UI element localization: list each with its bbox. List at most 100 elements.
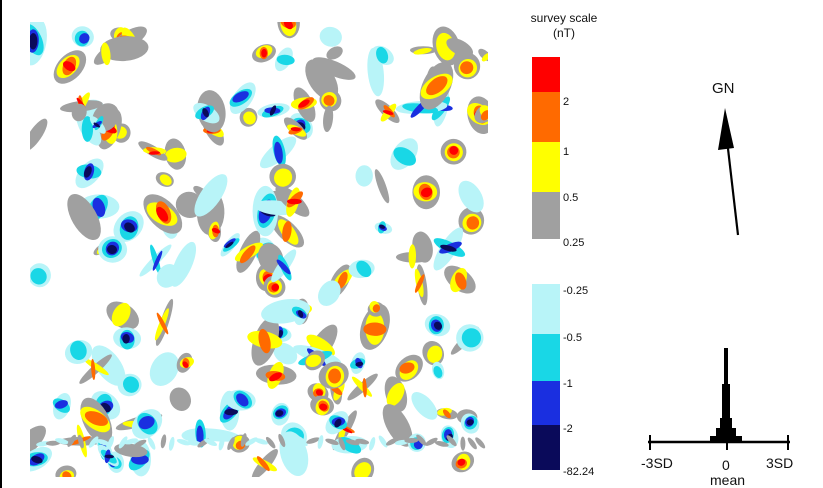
legend-swatch-red [532, 57, 560, 92]
negative-anomaly [30, 33, 38, 50]
positive-anomaly [408, 244, 417, 269]
negative-anomaly [461, 328, 481, 348]
positive-anomaly [63, 61, 76, 72]
noise-band [245, 437, 258, 446]
positive-anomaly [156, 312, 169, 335]
positive-anomaly [101, 42, 111, 66]
positive-anomaly [466, 216, 480, 230]
positive-anomaly [363, 322, 387, 336]
legend-label-0-5: 0.5 [563, 192, 579, 204]
noise-band [168, 436, 175, 451]
positive-anomaly [442, 409, 451, 419]
noise-band [288, 437, 300, 447]
positive-anomaly [362, 378, 367, 398]
positive-anomaly [211, 227, 221, 234]
noise-band [88, 436, 99, 448]
negative-anomaly [355, 361, 364, 367]
positive-anomaly [480, 110, 488, 121]
noise-band [317, 435, 324, 449]
positive-anomaly [427, 345, 443, 363]
noise-band [278, 433, 286, 448]
negative-anomaly [355, 165, 373, 187]
legend-label-neg-0-25: -0.25 [563, 285, 589, 297]
positive-anomaly [83, 358, 109, 376]
positive-anomaly [30, 118, 48, 152]
histogram-bars [710, 348, 742, 442]
noise-band [124, 438, 138, 445]
negative-anomaly [122, 334, 130, 344]
positive-anomaly [426, 76, 448, 96]
positive-anomaly [319, 403, 328, 411]
histogram-label-center: 0 [722, 457, 730, 473]
histogram-chart [648, 348, 790, 450]
positive-anomaly [399, 362, 415, 374]
positive-anomaly [449, 146, 459, 155]
survey-plot [30, 22, 488, 477]
negative-anomaly [156, 264, 180, 288]
negative-anomaly [150, 244, 161, 275]
noise-band [475, 437, 486, 449]
positive-anomaly [374, 169, 390, 204]
negative-anomaly [79, 33, 90, 44]
positive-anomaly [111, 302, 131, 327]
negative-anomaly [318, 280, 341, 306]
north-arrow-label: GN [712, 80, 735, 97]
legend-label-min: -82.24 [563, 466, 595, 478]
legend-label-1: 1 [563, 146, 570, 158]
negative-anomaly [276, 259, 291, 275]
positive-anomaly [298, 99, 310, 108]
noise-band [77, 434, 84, 449]
positive-anomaly [91, 358, 96, 380]
negative-anomaly [196, 425, 204, 446]
legend-color-bar [532, 57, 560, 470]
positive-anomaly [460, 61, 474, 75]
noise-band [355, 438, 370, 445]
noise-band [265, 436, 276, 449]
negative-anomaly [466, 419, 474, 426]
negative-anomaly [30, 268, 47, 285]
positive-anomaly [256, 456, 270, 472]
histogram-label-left: -3SD [641, 455, 673, 471]
positive-anomaly [306, 334, 335, 357]
positive-anomaly [337, 271, 348, 289]
noise-band [404, 437, 419, 444]
legend-swatch-blue [532, 381, 560, 425]
legend-swatch-orange [532, 92, 560, 142]
positive-anomaly [159, 174, 172, 186]
negative-anomaly [194, 174, 228, 217]
positive-anomaly [386, 382, 405, 407]
legend-title-line1: survey scale [530, 11, 598, 25]
negative-anomaly [70, 340, 87, 361]
positive-anomaly [243, 111, 256, 125]
legend-swatch-grey [532, 192, 560, 239]
negative-anomaly [319, 26, 342, 47]
negative-anomaly [379, 224, 385, 229]
negative-anomaly [232, 91, 249, 103]
positive-anomaly [239, 245, 256, 264]
noise-band [187, 440, 201, 446]
negative-anomaly [202, 108, 209, 118]
positive-anomaly [457, 458, 466, 466]
noise-band [227, 437, 235, 451]
noise-band [416, 434, 427, 446]
positive-anomaly [257, 243, 284, 274]
negative-anomaly [334, 418, 342, 428]
positive-anomaly [328, 368, 342, 384]
legend-label-neg-1: -1 [563, 378, 573, 390]
negative-anomaly [276, 54, 295, 66]
negative-anomaly [433, 321, 443, 330]
positive-anomaly [71, 103, 87, 122]
positive-anomaly [312, 57, 356, 80]
legend-swatch-white [532, 239, 560, 284]
noise-band [306, 437, 320, 444]
negative-anomaly [84, 166, 92, 178]
positive-anomaly [414, 274, 425, 293]
positive-anomaly [62, 471, 72, 477]
negative-anomaly [275, 410, 284, 417]
noise-band [434, 440, 449, 447]
noise-band [446, 435, 457, 447]
legend-label-0-25: 0.25 [563, 237, 585, 249]
negative-anomaly [149, 352, 179, 386]
noise-band [338, 437, 346, 451]
negative-anomaly [225, 241, 234, 249]
